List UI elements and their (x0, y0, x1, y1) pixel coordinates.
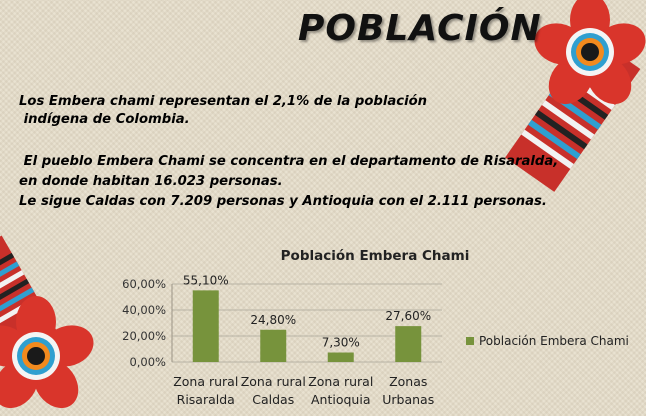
x-tick-label: Antioquia (311, 392, 371, 407)
x-tick-label: Caldas (252, 392, 294, 407)
detail-line-1: El pueblo Embera Chami se concentra en e… (19, 154, 559, 169)
y-tick-label: 0,00% (129, 355, 166, 369)
y-tick-label: 20,00% (122, 329, 166, 343)
data-label: 24,80% (250, 313, 296, 327)
detail-line-3: Le sigue Caldas con 7.209 personas y Ant… (19, 194, 547, 209)
intro-line-1: Los Embera chami representan el 2,1% de … (19, 94, 428, 109)
y-tick-label: 40,00% (122, 303, 166, 317)
x-tick-label: Zona rural (241, 374, 306, 389)
bar (260, 329, 287, 362)
data-label: 55,10% (183, 273, 229, 287)
detail-line-2: en donde habitan 16.023 personas. (19, 174, 283, 189)
intro-line-2: indígena de Colombia. (19, 112, 190, 127)
x-tick-label: Zona rural (173, 374, 238, 389)
data-label: 27,60% (385, 309, 431, 323)
legend-swatch (466, 337, 474, 345)
page-title: POBLACIÓN (298, 8, 542, 49)
x-tick-label: Urbanas (382, 392, 434, 407)
data-label: 7,30% (322, 336, 360, 350)
x-tick-label: Zonas (389, 374, 427, 389)
x-tick-label: Risaralda (177, 392, 235, 407)
chart-title: Población Embera Chami (281, 248, 470, 264)
bar (395, 326, 422, 362)
legend-entry: Población Embera Chami (479, 334, 629, 348)
x-tick-label: Zona rural (308, 374, 373, 389)
bar (192, 290, 219, 362)
bar (327, 352, 354, 362)
y-tick-label: 60,00% (122, 277, 166, 291)
